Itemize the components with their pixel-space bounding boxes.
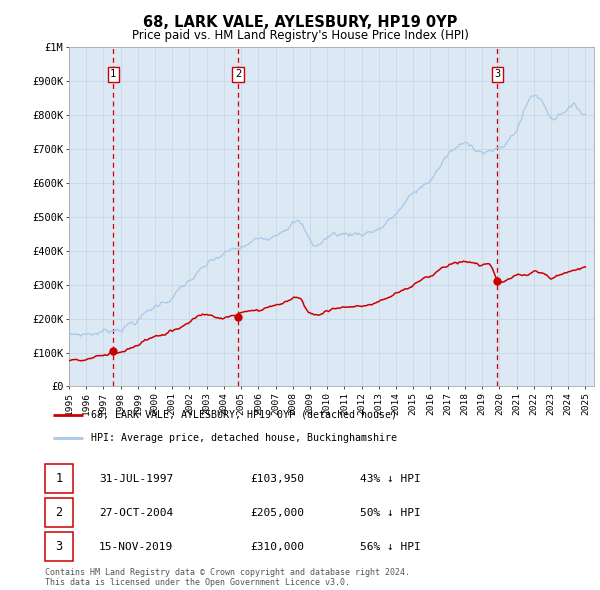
Text: 31-JUL-1997: 31-JUL-1997 (99, 474, 173, 484)
Text: 50% ↓ HPI: 50% ↓ HPI (361, 508, 421, 518)
Text: Price paid vs. HM Land Registry's House Price Index (HPI): Price paid vs. HM Land Registry's House … (131, 30, 469, 42)
Text: This data is licensed under the Open Government Licence v3.0.: This data is licensed under the Open Gov… (45, 578, 350, 587)
Text: £205,000: £205,000 (250, 508, 304, 518)
Text: 1: 1 (110, 70, 116, 79)
Text: 68, LARK VALE, AYLESBURY, HP19 0YP (detached house): 68, LARK VALE, AYLESBURY, HP19 0YP (deta… (91, 409, 397, 419)
Text: £103,950: £103,950 (250, 474, 304, 484)
Text: 15-NOV-2019: 15-NOV-2019 (99, 542, 173, 552)
Text: Contains HM Land Registry data © Crown copyright and database right 2024.: Contains HM Land Registry data © Crown c… (45, 568, 410, 576)
FancyBboxPatch shape (45, 499, 73, 527)
Text: 68, LARK VALE, AYLESBURY, HP19 0YP: 68, LARK VALE, AYLESBURY, HP19 0YP (143, 15, 457, 30)
Text: 27-OCT-2004: 27-OCT-2004 (99, 508, 173, 518)
FancyBboxPatch shape (45, 464, 73, 493)
Text: 43% ↓ HPI: 43% ↓ HPI (361, 474, 421, 484)
Text: 3: 3 (55, 540, 62, 553)
Text: £310,000: £310,000 (250, 542, 304, 552)
Text: HPI: Average price, detached house, Buckinghamshire: HPI: Average price, detached house, Buck… (91, 433, 397, 443)
FancyBboxPatch shape (45, 532, 73, 562)
Text: 3: 3 (494, 70, 500, 79)
Text: 56% ↓ HPI: 56% ↓ HPI (361, 542, 421, 552)
Text: 1: 1 (55, 472, 62, 486)
Text: 2: 2 (55, 506, 62, 519)
Text: 2: 2 (235, 70, 241, 79)
